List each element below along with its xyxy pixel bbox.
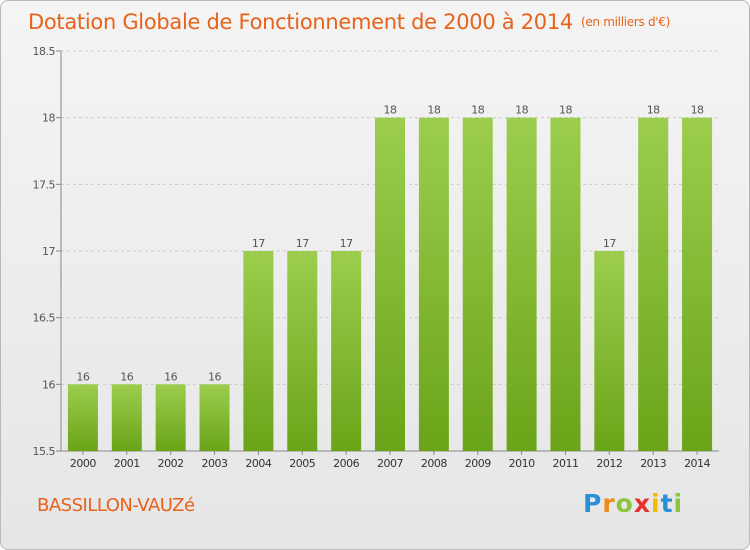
x-tick-label: 2010 — [509, 457, 535, 470]
proxiti-logo[interactable]: Proxiti — [583, 489, 684, 518]
x-tick-label: 2008 — [421, 457, 447, 470]
data-label: 16 — [208, 370, 221, 383]
x-tick-label: 2000 — [70, 457, 96, 470]
bar-2013 — [638, 117, 669, 452]
bar-2000 — [67, 384, 98, 451]
bar-2014 — [682, 117, 713, 452]
x-tick-label: 2004 — [245, 457, 271, 470]
x-tick-label: 2003 — [202, 457, 228, 470]
data-label: 18 — [647, 104, 660, 117]
data-label: 17 — [603, 237, 616, 250]
y-tick-label: 16 — [42, 378, 55, 391]
chart-title-text: Dotation Globale de Fonctionnement de 20… — [28, 10, 573, 34]
bar-2001 — [111, 384, 142, 451]
y-tick-label: 17.5 — [33, 178, 56, 191]
bar-2011 — [550, 117, 581, 452]
x-tick-label: 2012 — [596, 457, 622, 470]
data-label: 18 — [559, 104, 572, 117]
x-tick-label: 2002 — [158, 457, 184, 470]
bar-2009 — [462, 117, 493, 452]
bar-2007 — [375, 117, 405, 452]
x-tick-labels: 2000 2001 2002 2003 2004 2005 2006 2007 2008 2009… — [70, 457, 711, 470]
y-tick-label: 18.5 — [33, 45, 56, 58]
commune-name: BASSILLON-VAUZé — [37, 495, 195, 516]
data-labels: 16 16 16 16 17 17 17 18 18 18 18 18 17 18 18 — [76, 104, 704, 384]
x-tick-label: 2013 — [640, 457, 666, 470]
y-tick-label: 15.5 — [33, 445, 56, 458]
data-label: 18 — [427, 104, 440, 117]
bar-2004 — [243, 251, 274, 451]
y-tick-label: 17 — [42, 245, 55, 258]
bar-2005 — [287, 251, 318, 451]
data-label: 18 — [691, 104, 704, 117]
data-label: 18 — [515, 104, 528, 117]
y-tick-label: 16.5 — [33, 312, 56, 325]
bar-2002 — [155, 384, 186, 451]
data-label: 17 — [252, 237, 265, 250]
data-label: 16 — [120, 370, 133, 383]
bar-2010 — [506, 117, 537, 452]
bar-2008 — [418, 117, 449, 452]
y-tick-labels: 15.5 16 16.5 17 17.5 18 18.5 — [33, 45, 56, 458]
data-label: 18 — [471, 104, 484, 117]
x-tick-label: 2005 — [289, 457, 315, 470]
y-tick-label: 18 — [42, 112, 55, 125]
bar-2003 — [199, 384, 230, 451]
data-label: 16 — [164, 370, 177, 383]
chart-title: Dotation Globale de Fonctionnement de 20… — [28, 7, 670, 37]
x-tick-label: 2007 — [377, 457, 403, 470]
bars — [67, 117, 713, 452]
data-label: 18 — [384, 104, 397, 117]
data-label: 16 — [76, 370, 89, 383]
data-label: 17 — [296, 237, 309, 250]
x-tick-label: 2014 — [684, 457, 710, 470]
chart-unit: (en milliers d'€) — [580, 15, 670, 29]
bar-2012 — [594, 251, 625, 451]
x-tick-label: 2001 — [114, 457, 140, 470]
x-tick-label: 2011 — [552, 457, 578, 470]
data-label: 17 — [340, 237, 353, 250]
x-tick-label: 2006 — [333, 457, 359, 470]
x-tick-label: 2009 — [465, 457, 491, 470]
bar-2006 — [331, 251, 362, 451]
